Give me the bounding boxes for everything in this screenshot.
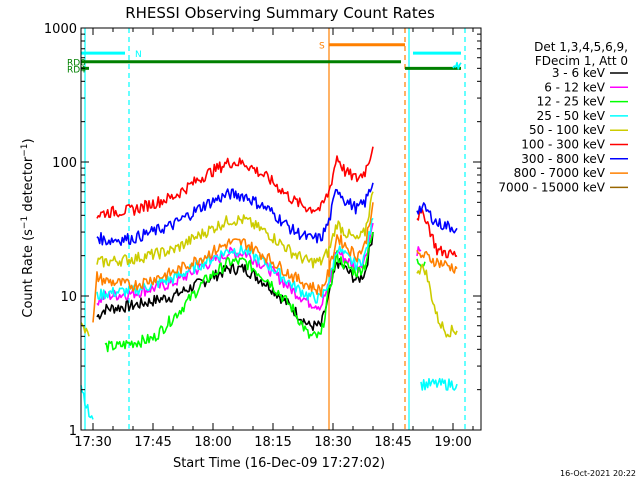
y-axis-label: Count Rate (s−1 detector−1) <box>20 138 36 317</box>
footer-date: 16-Oct-2021 20:22 <box>560 469 636 478</box>
y-axis-label-part: −1 <box>20 216 30 229</box>
axes: 17:30 17:45 18:00 18:15 18:30 18:45 19:00 1 10 10… <box>44 22 481 450</box>
x-tick-label: 18:15 <box>254 435 291 450</box>
x-tick-label: 17:30 <box>74 435 111 450</box>
y-axis-label-part: −1 <box>20 143 30 156</box>
legend-label: 3 - 6 keV <box>552 66 606 80</box>
series-line <box>420 377 458 391</box>
plot-frame <box>80 27 482 431</box>
chart-title: RHESSI Observing Summary Count Rates <box>125 4 435 22</box>
legend-label: 800 - 7000 keV <box>514 166 606 180</box>
series-line <box>416 263 458 338</box>
x-tick-label: 17:45 <box>134 435 171 450</box>
legend-label: 12 - 25 keV <box>537 95 606 109</box>
y-tick-label: 1000 <box>44 22 77 37</box>
series-line <box>92 202 374 323</box>
legend: Det 1,3,4,5,6,9,FDecim 1, Att 03 - 6 keV… <box>498 40 628 194</box>
legend-header: Det 1,3,4,5,6,9, <box>534 40 628 54</box>
legend-header: FDecim 1, Att 0 <box>535 54 628 68</box>
series-line <box>416 202 458 234</box>
x-tick-label: 19:00 <box>434 435 471 450</box>
series-line <box>96 191 374 269</box>
legend-label: 100 - 300 keV <box>521 138 605 152</box>
series-line <box>104 231 374 353</box>
flag-bar-label: RD4 <box>67 65 86 75</box>
legend-label: 300 - 800 keV <box>521 152 605 166</box>
y-axis-label-part: Count Rate (s <box>21 229 36 318</box>
y-tick-label: 1 <box>69 424 77 439</box>
series-line <box>416 258 426 268</box>
series-line <box>96 222 374 311</box>
legend-label: 6 - 12 keV <box>544 80 606 94</box>
flag-bar-label: N <box>135 50 142 60</box>
series-line <box>80 322 90 337</box>
legend-label: 7000 - 15000 keV <box>498 180 605 194</box>
y-tick-label: 10 <box>60 290 77 305</box>
flag-bar-label: S <box>319 42 325 52</box>
series-line <box>80 385 94 420</box>
y-axis-label-part: ) <box>21 138 36 143</box>
x-tick-label: 18:30 <box>314 435 351 450</box>
series-line <box>416 209 458 259</box>
x-tick-label: 18:00 <box>194 435 231 450</box>
x-tick-label: 18:45 <box>374 435 411 450</box>
series-line <box>96 146 374 219</box>
y-axis-label-part: detector <box>21 156 36 216</box>
series-line <box>96 182 374 246</box>
series-line <box>452 61 462 70</box>
series-line <box>416 249 458 274</box>
y-tick-label: 100 <box>52 156 77 171</box>
flag-bar-label: RD0 <box>67 59 86 69</box>
legend-label: 50 - 100 keV <box>529 123 606 137</box>
x-axis-label: Start Time (16-Dec-09 17:27:02) <box>173 456 385 471</box>
legend-label: 25 - 50 keV <box>537 109 606 123</box>
